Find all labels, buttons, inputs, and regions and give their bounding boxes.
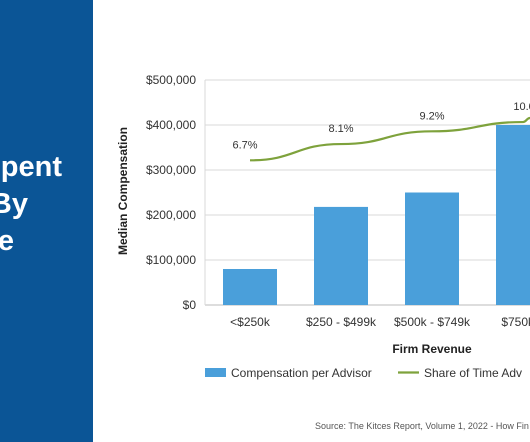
line-data-label: 6.7% <box>232 139 257 151</box>
x-tick-label: $750k-$ <box>501 315 530 329</box>
bar <box>314 206 368 305</box>
legend: Compensation per Advisor Share of Time Ad… <box>205 366 522 380</box>
title-panel: pent By e <box>0 0 93 442</box>
source-note: Source: The Kitces Report, Volume 1, 202… <box>315 421 529 431</box>
line-data-label: 8.1% <box>328 123 353 135</box>
line-data-labels: 6.7% 8.1% 9.2% 10.0% <box>232 101 530 151</box>
line-data-label: 9.2% <box>419 110 444 122</box>
x-tick-label: $250 - $499k <box>306 315 377 329</box>
y-axis-title: Median Compensation <box>116 127 130 255</box>
y-tick-label: $0 <box>183 298 197 312</box>
x-tick-labels: <$250k $250 - $499k $500k - $749k $750k-$ <box>230 315 530 329</box>
x-tick-label: <$250k <box>230 315 271 329</box>
x-axis-title: Firm Revenue <box>392 342 472 356</box>
legend-line-label: Share of Time Adv <box>424 366 522 380</box>
y-tick-labels: $0 $100,000 $200,000 $300,000 $400,000 $500,0… <box>146 73 196 312</box>
title-line-3: e <box>0 225 14 257</box>
line-data-label: 10.0% <box>513 101 530 113</box>
bar <box>496 125 530 305</box>
y-tick-label: $200,000 <box>146 208 196 222</box>
bar <box>223 269 277 305</box>
x-tick-label: $500k - $749k <box>394 315 471 329</box>
y-tick-label: $300,000 <box>146 163 196 177</box>
y-tick-label: $100,000 <box>146 253 196 267</box>
legend-bar-label: Compensation per Advisor <box>231 366 372 380</box>
legend-bar-swatch <box>205 368 226 377</box>
title-line-2: By <box>0 188 28 220</box>
share-of-time-line <box>249 116 530 162</box>
bar <box>405 192 459 305</box>
y-tick-label: $500,000 <box>146 73 196 87</box>
y-tick-label: $400,000 <box>146 118 196 132</box>
title-line-1: pent <box>0 151 62 183</box>
bars <box>223 125 530 305</box>
line-series <box>249 116 530 162</box>
